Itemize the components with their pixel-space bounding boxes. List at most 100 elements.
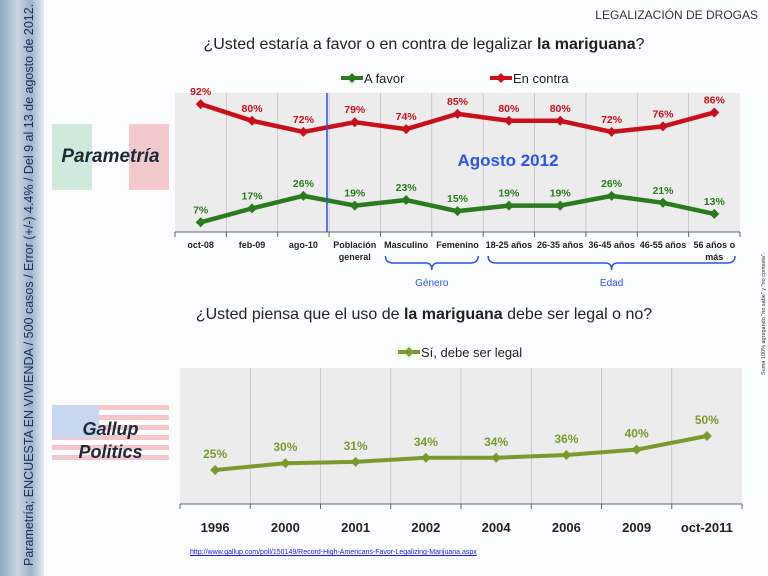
data-label: 80% (242, 103, 264, 115)
group-label: Edad (600, 278, 623, 289)
decorative-side-bar (0, 0, 44, 576)
gallup-logo: Gallup Politics (78, 419, 143, 462)
data-label: 86% (704, 94, 726, 106)
data-point (420, 452, 431, 463)
data-label: 17% (242, 190, 264, 202)
data-label: 92% (190, 86, 212, 98)
data-label: 40% (625, 427, 649, 441)
data-point (349, 200, 360, 211)
data-point (247, 115, 258, 126)
data-point (555, 200, 566, 211)
x-tick-label: Masculino (384, 240, 429, 250)
data-point (606, 126, 617, 137)
x-tick-label: Población general (333, 240, 376, 262)
legend-label: Sí, debe ser legal (421, 345, 522, 360)
data-point (491, 452, 502, 463)
source-link[interactable]: http://www.gallup.com/poll/150149/Record… (190, 549, 477, 556)
legend-marker (347, 73, 357, 83)
data-label: 30% (273, 440, 297, 454)
data-point (195, 217, 206, 228)
flag-red-stripe (129, 124, 169, 190)
data-point (503, 200, 514, 211)
annotation: Agosto 2012 (457, 151, 558, 170)
data-point (247, 203, 258, 214)
data-point (555, 115, 566, 126)
flag-green-stripe (52, 124, 92, 190)
chart1-favor-contra: oct-08 feb-09 ago-10 Población general Mascul… (174, 71, 741, 289)
chart2-title: ¿Usted piensa que el uso de la mariguana… (195, 306, 653, 323)
x-tick-label: 1996 (201, 520, 230, 535)
data-point (195, 99, 206, 110)
us-flag (52, 405, 169, 465)
data-label: 26% (293, 178, 315, 190)
data-label: 34% (414, 435, 438, 449)
data-label: 72% (601, 114, 623, 126)
data-label: 72% (293, 114, 315, 126)
legend-label: En contra (513, 71, 569, 86)
data-label: 80% (550, 103, 572, 115)
data-label: 23% (396, 182, 418, 194)
data-point (401, 195, 412, 206)
data-point (350, 456, 361, 467)
data-label: 21% (652, 185, 674, 197)
data-label: 34% (484, 435, 508, 449)
legend-marker (404, 347, 414, 357)
x-tick-label: 2004 (482, 520, 512, 535)
x-tick-label: ago-10 (289, 240, 318, 250)
data-point (452, 206, 463, 217)
x-tick-label: oct-08 (187, 240, 214, 250)
data-point (280, 458, 291, 469)
x-tick-label: 26-35 años (537, 240, 584, 250)
data-point (452, 108, 463, 119)
data-label: 79% (344, 104, 366, 116)
data-point (561, 450, 572, 461)
chart2-gallup-legal: 1996 2000 2001 2002 2004 2006 2009 oct-2011 25% 3… (179, 345, 743, 535)
x-tick-label: Femenino (436, 240, 479, 250)
data-label: 19% (344, 188, 366, 200)
chart1-title: ¿Usted estaría a favor o en contra de le… (203, 36, 645, 53)
data-label: 74% (396, 111, 418, 123)
data-point (631, 444, 642, 455)
data-point (709, 208, 720, 219)
data-point (701, 431, 712, 441)
x-tick-label: 2002 (411, 520, 440, 535)
section-title: LEGALIZACIÓN DE DROGAS (595, 8, 758, 22)
x-tick-label: oct-2011 (681, 520, 733, 535)
data-point (606, 190, 617, 201)
data-label: 15% (447, 193, 469, 205)
data-label: 36% (554, 432, 578, 446)
legend-label: A favor (364, 71, 405, 86)
data-point (503, 115, 514, 126)
data-label: 26% (601, 178, 623, 190)
data-point (298, 126, 309, 137)
parametria-logo: Parametría (61, 146, 160, 167)
data-point (349, 117, 360, 128)
x-tick-label: 2000 (271, 520, 300, 535)
data-point (657, 197, 668, 208)
x-tick-label: 18-25 años (486, 240, 533, 250)
x-tick-label: 46-55 años (640, 240, 687, 250)
x-tick-label: 36-45 años (588, 240, 635, 250)
data-label: 76% (652, 108, 674, 120)
data-label: 50% (695, 413, 719, 427)
data-point (657, 121, 668, 132)
data-label: 13% (704, 196, 726, 208)
data-point (298, 190, 309, 201)
x-tick-label: 2001 (341, 520, 370, 535)
data-label: 19% (550, 188, 572, 200)
group-label: Género (415, 278, 449, 289)
data-label: 25% (203, 447, 227, 461)
legend-marker (496, 73, 506, 83)
data-label: 85% (447, 96, 469, 108)
x-tick-label: 2006 (552, 520, 581, 535)
data-point (210, 465, 221, 475)
data-label: 31% (344, 439, 368, 453)
series-line-0 (214, 434, 708, 472)
group-brace (487, 255, 736, 271)
data-point (401, 124, 412, 135)
group-brace (384, 255, 479, 271)
x-tick-label: 56 años o más (694, 240, 736, 262)
data-label: 7% (193, 204, 209, 216)
data-point (709, 107, 720, 118)
x-tick-label: feb-09 (239, 240, 266, 250)
